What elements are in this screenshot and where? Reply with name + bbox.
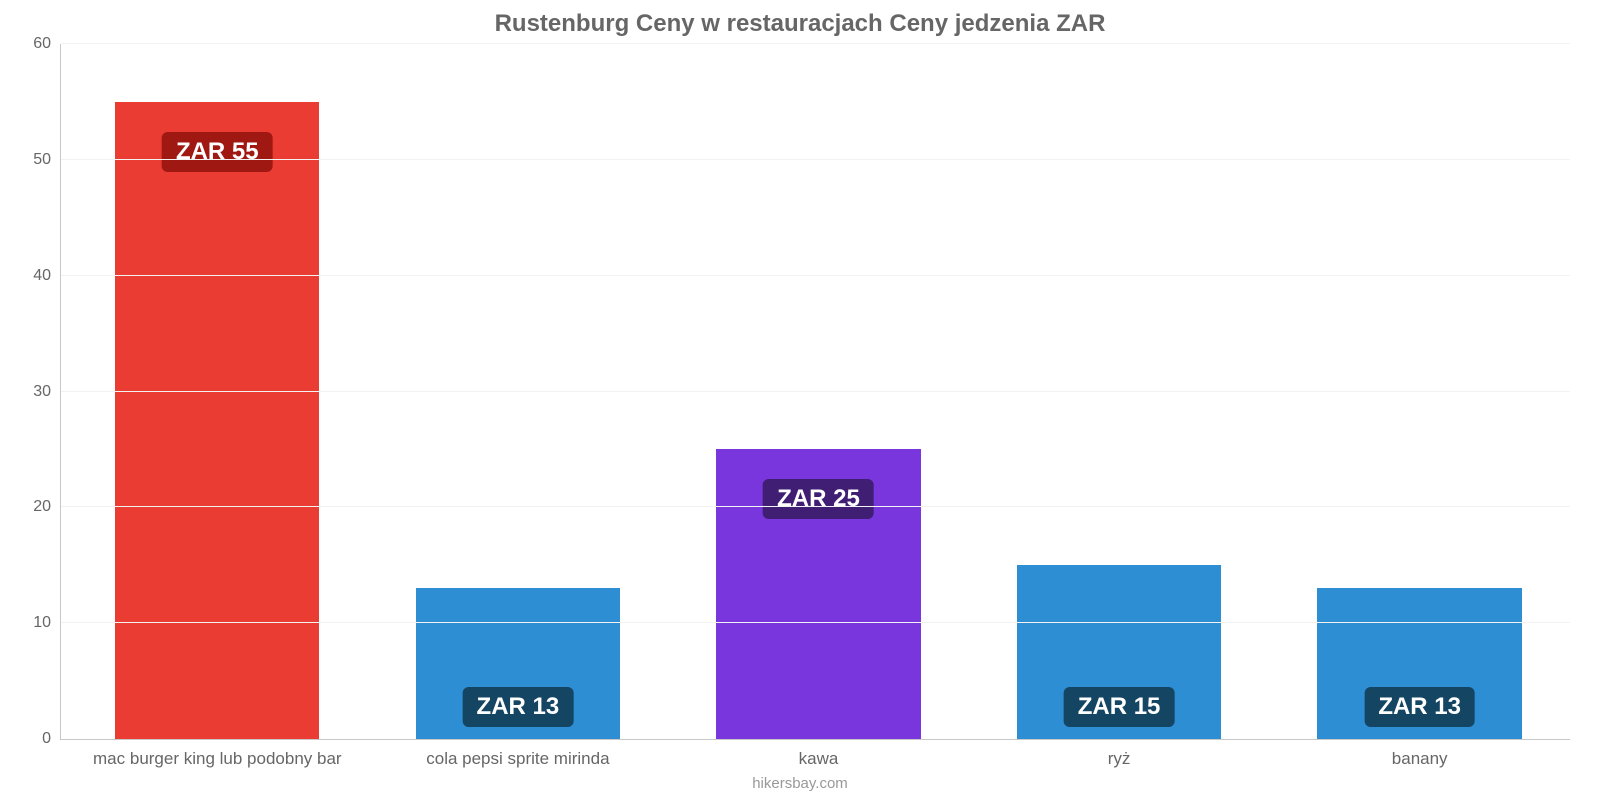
bar: ZAR 15	[1017, 565, 1221, 739]
chart-title: Rustenburg Ceny w restauracjach Ceny jed…	[0, 0, 1600, 44]
bar-value-label: ZAR 25	[763, 479, 874, 519]
ytick-label: 60	[33, 35, 61, 53]
ytick-label: 30	[33, 383, 61, 401]
ytick-label: 20	[33, 498, 61, 516]
bar-slot: ZAR 13cola pepsi sprite mirinda	[368, 44, 669, 739]
bar-slot: ZAR 13banany	[1269, 44, 1570, 739]
gridline	[61, 391, 1570, 392]
gridline	[61, 275, 1570, 276]
credit-text: hikersbay.com	[0, 775, 1600, 792]
bar: ZAR 55	[115, 102, 319, 739]
bar-slot: ZAR 55mac burger king lub podobny bar	[67, 44, 368, 739]
chart-container: Rustenburg Ceny w restauracjach Ceny jed…	[0, 0, 1600, 800]
ytick-label: 10	[33, 614, 61, 632]
bar: ZAR 25	[716, 449, 920, 739]
bar-slot: ZAR 15ryż	[969, 44, 1270, 739]
ytick-label: 50	[33, 151, 61, 169]
ytick-label: 40	[33, 267, 61, 285]
bar-value-label: ZAR 13	[463, 687, 574, 727]
xtick-label: kawa	[799, 739, 839, 769]
gridline	[61, 43, 1570, 44]
xtick-label: ryż	[1108, 739, 1131, 769]
gridline	[61, 506, 1570, 507]
gridline	[61, 159, 1570, 160]
xtick-label: mac burger king lub podobny bar	[93, 739, 342, 769]
bar-value-label: ZAR 15	[1064, 687, 1175, 727]
xtick-label: cola pepsi sprite mirinda	[426, 739, 609, 769]
bar: ZAR 13	[1317, 588, 1521, 739]
plot-wrapper: ZAR 55mac burger king lub podobny barZAR…	[60, 44, 1570, 740]
gridline	[61, 622, 1570, 623]
plot-area: ZAR 55mac burger king lub podobny barZAR…	[60, 44, 1570, 740]
bar-value-label: ZAR 55	[162, 132, 273, 172]
bar-value-label: ZAR 13	[1364, 687, 1475, 727]
bars-row: ZAR 55mac burger king lub podobny barZAR…	[67, 44, 1570, 739]
bar-slot: ZAR 25kawa	[668, 44, 969, 739]
ytick-label: 0	[42, 730, 61, 748]
bar: ZAR 13	[416, 588, 620, 739]
xtick-label: banany	[1392, 739, 1448, 769]
